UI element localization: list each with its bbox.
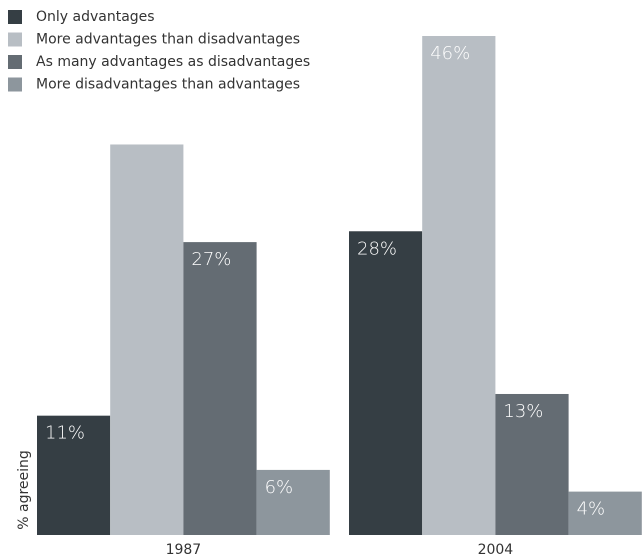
bar [110, 144, 184, 535]
bar [495, 393, 569, 535]
value-label: 28% [357, 238, 397, 259]
bar [183, 242, 257, 535]
value-label: 13% [503, 401, 543, 422]
value-label: 11% [45, 423, 85, 444]
legend-label: Only advantages [36, 9, 155, 25]
bar [37, 415, 111, 535]
y-axis-label: % agreeing [16, 450, 32, 530]
legend-label: More disadvantages than advantages [36, 77, 300, 93]
value-label: 4% [577, 499, 606, 520]
legend-swatch [8, 55, 22, 69]
legend-label: As many advantages as disadvantages [36, 54, 310, 70]
x-tick-label: 2004 [478, 542, 514, 558]
bar [422, 36, 496, 535]
x-tick-label: 1987 [166, 542, 202, 558]
value-label: 6% [265, 477, 294, 498]
legend-swatch [8, 77, 22, 92]
bar [349, 231, 423, 535]
legend-swatch [8, 32, 22, 47]
bar [568, 491, 642, 535]
legend-label: More advantages than disadvantages [36, 32, 300, 48]
bar [256, 469, 330, 535]
legend-swatch [8, 10, 22, 24]
value-label: 46% [430, 43, 470, 64]
value-label: 27% [191, 249, 231, 270]
